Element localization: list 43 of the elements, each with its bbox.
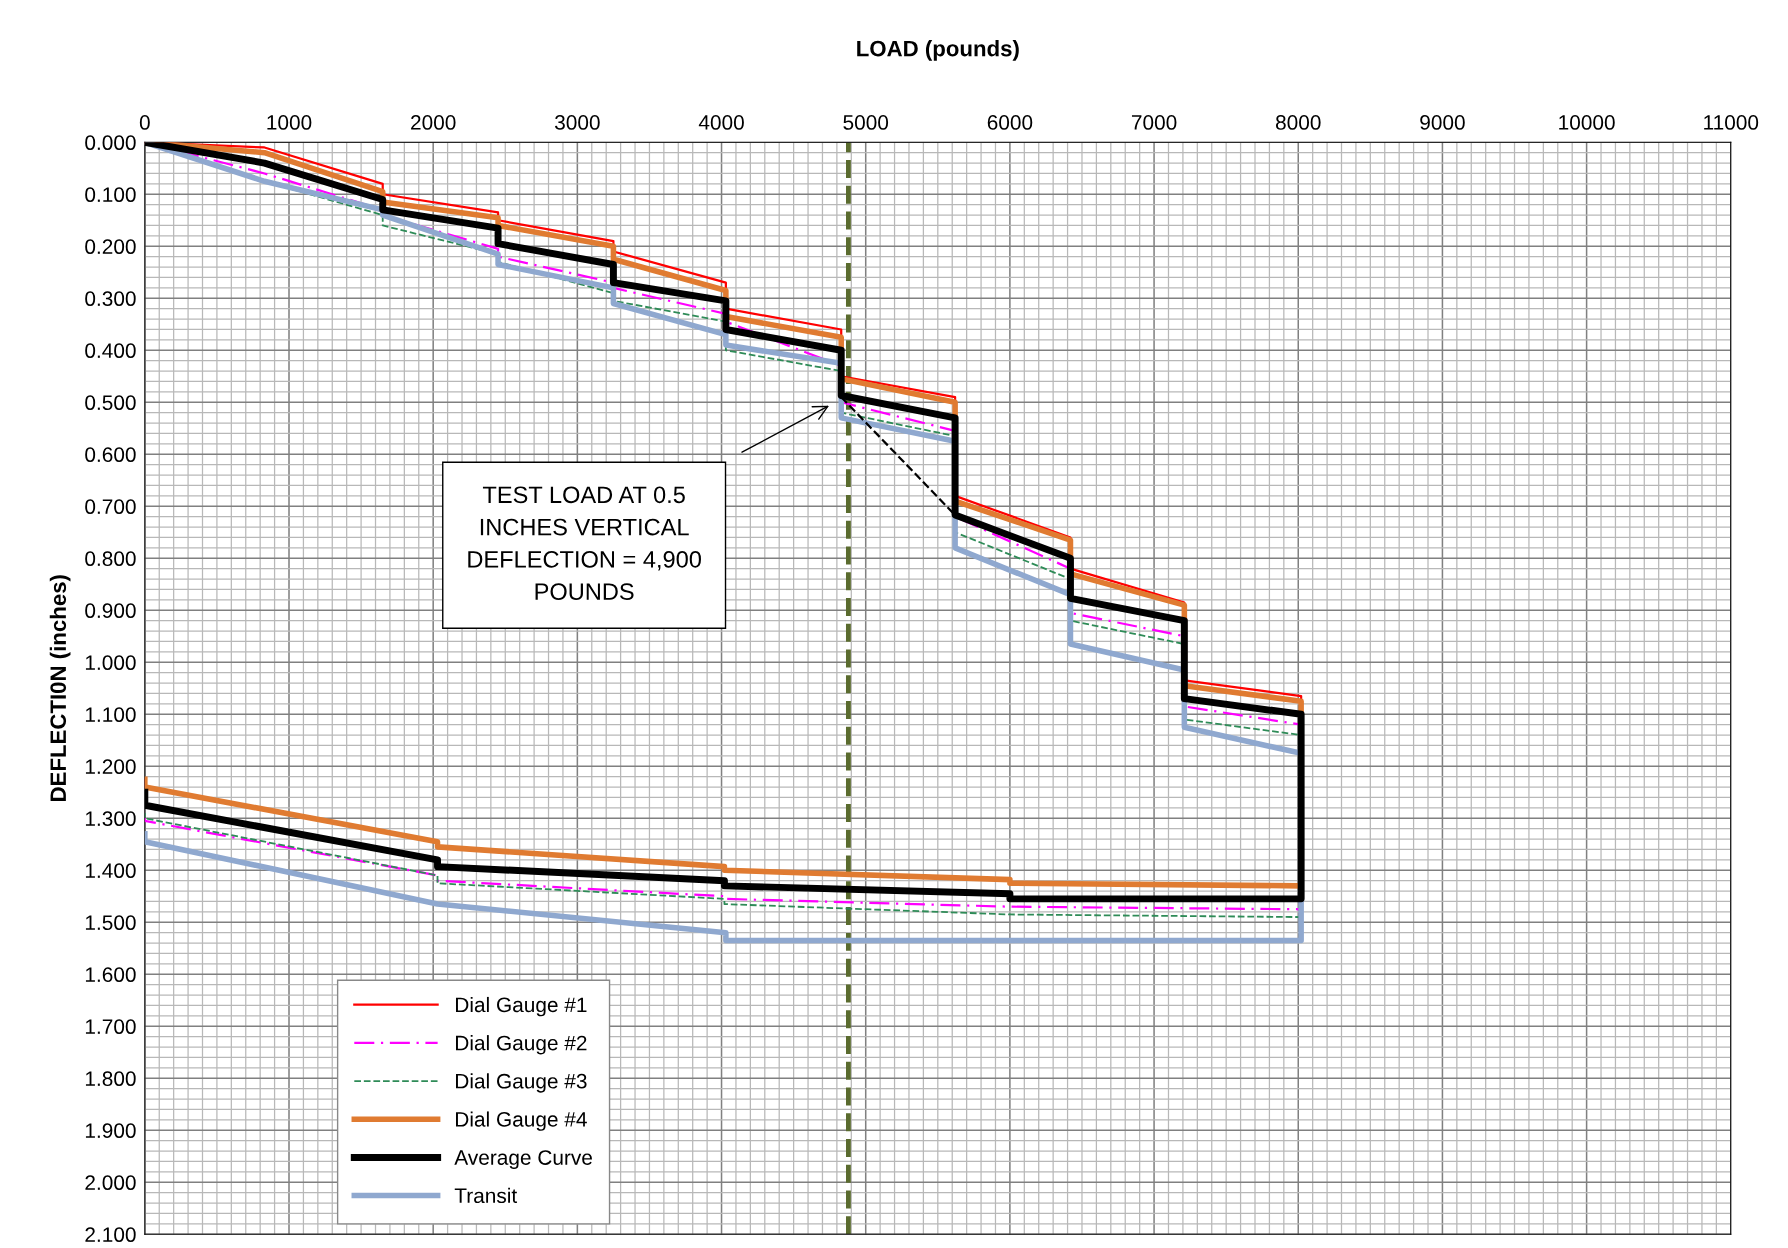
annotation: TEST LOAD AT 0.5 INCHES VERTICAL DEFLECTION = 4,900 POUNDS [468,486,701,600]
y-tick-label: 2.100 [85,1227,136,1243]
y-tick-label: 1.900 [85,1123,136,1139]
y-tick-label: 1.800 [85,1071,136,1087]
y-tick-label: 2.000 [85,1175,136,1191]
y-tick-label: 0.300 [85,291,136,307]
y-tick-label: 0.700 [85,499,136,515]
x-axis-title: LOAD (pounds) [857,40,1019,61]
legend-label: Dial Gauge #1 [456,996,587,1017]
y-tick-label: 0.100 [85,187,136,203]
x-tick-label: 1000 [267,115,312,130]
x-tick-label: 4000 [698,115,744,130]
y-tick-label: 0.200 [85,239,136,255]
y-tick-label: 0.000 [85,135,136,151]
x-tick-label: 0 [139,115,150,130]
x-tick-label: 9000 [1420,115,1465,130]
y-tick-label: 1.700 [85,1019,136,1035]
legend-label: Average Curve [454,1150,592,1170]
y-tick-label: 1.500 [85,915,136,931]
legend-label: Transit [454,1187,518,1204]
y-axis-title: DEFLECTI0N (inches) [49,575,71,801]
y-tick-label: 0.800 [85,551,136,567]
legend-label: Dial Gauge #4 [456,1111,587,1131]
y-tick-label: 1.200 [85,759,136,775]
legend-label: Dial Gauge #3 [456,1073,587,1093]
y-tick-label: 1.400 [85,863,136,879]
x-tick-label: 6000 [987,115,1033,130]
x-tick-label: 11000 [1704,115,1759,130]
x-tick-label: 2000 [411,115,456,130]
x-tick-label: 8000 [1275,115,1321,130]
x-tick-label: 7000 [1131,115,1177,130]
y-tick-label: 1.300 [85,811,136,827]
x-tick-label: 3000 [554,115,600,130]
y-tick-label: 0.600 [85,447,136,463]
x-tick-label: 5000 [843,115,889,130]
legend-label: Dial Gauge #2 [456,1035,587,1055]
y-tick-label: 0.500 [85,395,136,411]
x-tick-label: 10000 [1559,115,1615,130]
y-tick-label: 0.900 [85,603,136,619]
y-tick-label: 1.100 [85,707,136,723]
y-tick-label: 0.400 [85,343,136,359]
y-tick-label: 1.600 [85,967,136,983]
y-tick-label: 1.000 [85,655,136,671]
